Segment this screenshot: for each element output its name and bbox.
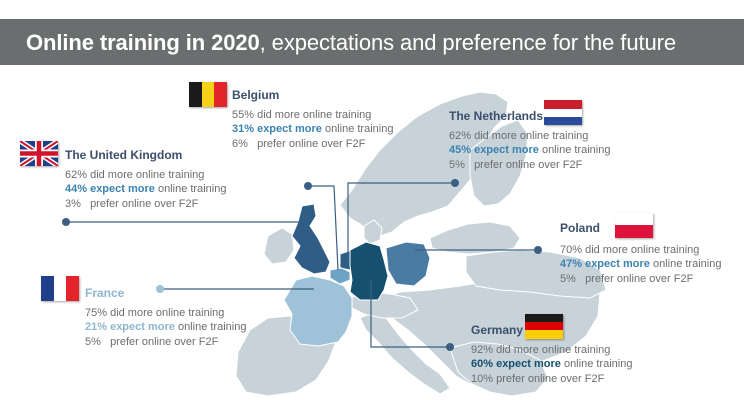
france-prefer: 5% prefer online over F2F <box>85 335 219 348</box>
ireland-land <box>263 227 295 265</box>
belgium-expect-bold: 31% expect more <box>232 123 322 135</box>
netherlands-flag-graphic <box>544 100 582 125</box>
poland-flag-graphic <box>615 213 653 238</box>
germany-prefer: 10% prefer online over F2F <box>471 372 605 385</box>
france-expect-rest: online training <box>174 321 247 333</box>
germany-did-more: 92% did more online training <box>471 343 611 356</box>
netherlands-expect-bold: 45% expect more <box>449 144 539 156</box>
netherlands-callout: The Netherlands 62% did more online trai… <box>449 109 610 172</box>
uk-callout: The United Kingdom 62% did more online t… <box>65 148 226 211</box>
poland-expect-rest: online training <box>649 258 722 270</box>
belgium-dot <box>304 182 312 190</box>
poland-dot <box>534 246 542 254</box>
france-name: France <box>85 286 125 300</box>
balkans-land <box>449 341 549 397</box>
france-shape <box>283 275 353 347</box>
denmark-land <box>363 219 383 245</box>
poland-did-more: 70% did more online training <box>560 243 700 256</box>
belgium-flag <box>189 82 227 107</box>
uk-prefer: 3% prefer online over F2F <box>65 197 199 210</box>
belgium-expect-rest: online training <box>321 123 394 135</box>
uk-name: The United Kingdom <box>65 148 183 162</box>
title-bold: Online training in 2020 <box>26 30 260 55</box>
germany-callout: Germany 92% did more online training 60%… <box>471 323 632 386</box>
belgium-connector <box>308 185 339 271</box>
uk-dot <box>62 218 70 226</box>
netherlands-prefer: 5% prefer online over F2F <box>449 158 583 171</box>
title-bar: Online training in 2020, expectations an… <box>0 19 744 65</box>
netherlands-flag <box>544 100 582 125</box>
france-flag <box>41 276 79 301</box>
belgium-expect: 31% expect more online training <box>232 122 393 137</box>
poland-expect-bold: 47% expect more <box>560 258 650 270</box>
belgium-shape <box>329 267 351 285</box>
france-did-more: 75% did more online training <box>85 306 225 319</box>
germany-expect: 60% expect more online training <box>471 357 632 372</box>
germany-shape <box>349 241 389 301</box>
connector-dots <box>62 179 542 351</box>
uk-flag-graphic <box>20 141 58 166</box>
poland-flag <box>615 213 653 238</box>
poland-callout: Poland 70% did more online training 47% … <box>560 221 721 286</box>
europe-land <box>235 91 607 397</box>
uk-shape <box>291 203 331 275</box>
germany-name: Germany <box>471 323 524 337</box>
netherlands-expect: 45% expect more online training <box>449 143 610 158</box>
germany-connector <box>370 280 450 348</box>
connector-lines <box>66 182 538 348</box>
netherlands-name: The Netherlands <box>449 109 544 123</box>
france-flag-graphic <box>41 276 79 301</box>
uk-expect-bold: 44% expect more <box>65 183 155 195</box>
uk-expect-rest: online training <box>154 183 227 195</box>
netherlands-expect-rest: online training <box>538 144 611 156</box>
poland-expect: 47% expect more online training <box>560 257 721 272</box>
belgium-prefer: 6% prefer online over F2F <box>232 137 366 150</box>
france-dot <box>156 285 164 293</box>
baltics-land <box>429 221 521 255</box>
germany-flag <box>525 314 563 339</box>
poland-prefer: 5% prefer online over F2F <box>560 272 694 285</box>
poland-name: Poland <box>560 221 601 235</box>
belgium-flag-graphic <box>189 82 227 107</box>
germany-dot <box>446 343 454 351</box>
germany-flag-graphic <box>525 314 563 339</box>
page-title: Online training in 2020, expectations an… <box>26 30 676 56</box>
title-rest: , expectations and preference for the fu… <box>259 30 676 55</box>
belgium-did-more: 55% did more online training <box>232 108 372 121</box>
poland-shape <box>385 241 431 287</box>
france-expect-bold: 21% expect more <box>85 321 175 333</box>
uk-did-more: 62% did more online training <box>65 168 205 181</box>
germany-expect-rest: online training <box>560 358 633 370</box>
france-callout: France 75% did more online training 21% … <box>85 286 246 349</box>
belgium-callout: Belgium 55% did more online training 31%… <box>232 88 393 151</box>
uk-flag <box>20 141 58 166</box>
finland-land <box>469 119 529 207</box>
belgium-name: Belgium <box>232 88 280 102</box>
france-expect: 21% expect more online training <box>85 320 246 335</box>
netherlands-connector <box>347 182 455 258</box>
netherlands-did-more: 62% did more online training <box>449 129 589 142</box>
uk-expect: 44% expect more online training <box>65 182 226 197</box>
germany-expect-bold: 60% expect more <box>471 358 561 370</box>
netherlands-dot <box>451 179 459 187</box>
